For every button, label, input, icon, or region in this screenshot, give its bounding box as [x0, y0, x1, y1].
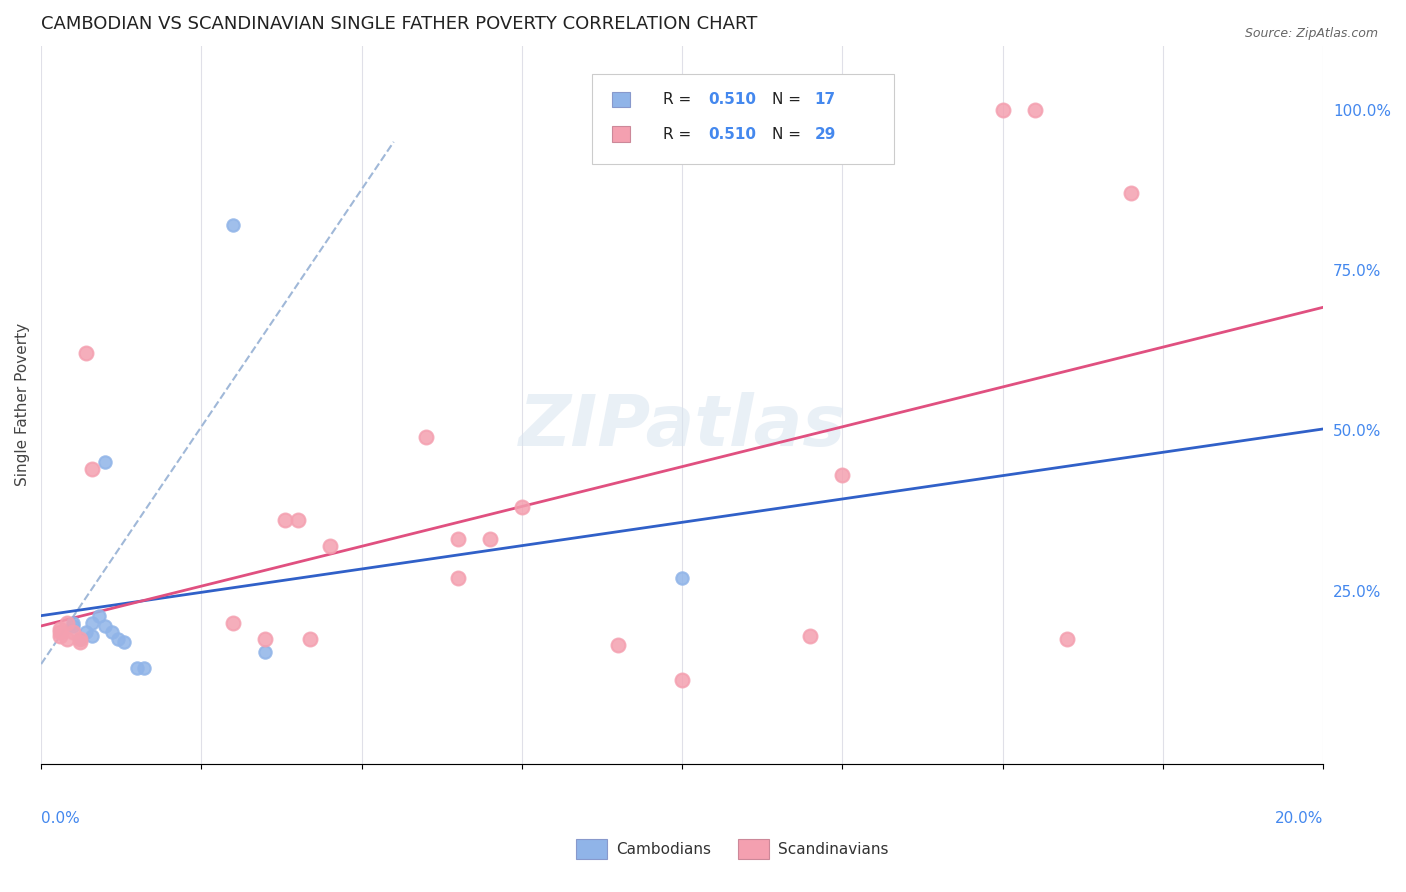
Point [510, 500, 533, 515]
Point [94, 619, 117, 633]
Text: 0.510: 0.510 [707, 127, 756, 142]
Point [447, 533, 470, 547]
Point [127, 660, 149, 674]
Point [55, 615, 77, 630]
Text: 0.0%: 0.0% [41, 811, 80, 825]
FancyBboxPatch shape [612, 92, 630, 107]
Point [82, 629, 104, 643]
Bar [576, 839, 607, 859]
Point [447, 571, 470, 585]
Bar [738, 839, 769, 859]
Text: Cambodians: Cambodians [616, 842, 711, 856]
Point [82, 615, 104, 630]
Point [114, 635, 136, 649]
Y-axis label: Single Father Poverty: Single Father Poverty [15, 323, 30, 486]
Point [1119, 186, 1142, 201]
Point [100, 625, 122, 640]
Text: N =: N = [772, 127, 806, 142]
Point [1056, 632, 1078, 646]
Point [107, 632, 129, 646]
Point [415, 430, 437, 444]
Point [318, 539, 340, 553]
Point [69, 632, 91, 646]
Point [222, 218, 245, 232]
Point [87, 609, 110, 624]
Text: Scandinavians: Scandinavians [778, 842, 889, 856]
FancyBboxPatch shape [612, 126, 630, 142]
Point [132, 660, 155, 674]
Point [607, 638, 630, 652]
FancyBboxPatch shape [592, 74, 894, 164]
Point [75, 625, 97, 640]
Point [1024, 103, 1046, 117]
Point [62, 615, 84, 630]
Point [274, 513, 297, 527]
Point [69, 632, 91, 646]
Text: N =: N = [772, 92, 806, 107]
Point [69, 635, 91, 649]
Point [287, 513, 309, 527]
Text: 17: 17 [814, 92, 835, 107]
Point [94, 455, 117, 469]
Point [254, 632, 277, 646]
Point [478, 533, 501, 547]
Text: 20.0%: 20.0% [1275, 811, 1323, 825]
Point [55, 632, 77, 646]
Point [49, 629, 72, 643]
Point [62, 619, 84, 633]
Point [991, 103, 1014, 117]
Point [831, 468, 853, 483]
Point [671, 673, 693, 688]
Point [82, 462, 104, 476]
Point [799, 629, 821, 643]
Point [75, 346, 97, 360]
Point [222, 615, 245, 630]
Point [299, 632, 322, 646]
Text: 0.510: 0.510 [707, 92, 756, 107]
Point [254, 645, 277, 659]
Text: ZIPatlas: ZIPatlas [519, 392, 846, 461]
Text: Source: ZipAtlas.com: Source: ZipAtlas.com [1244, 27, 1378, 40]
Point [62, 625, 84, 640]
Text: R =: R = [664, 92, 696, 107]
Point [49, 625, 72, 640]
Text: 29: 29 [814, 127, 835, 142]
Point [671, 571, 693, 585]
Point [49, 622, 72, 636]
Text: CAMBODIAN VS SCANDINAVIAN SINGLE FATHER POVERTY CORRELATION CHART: CAMBODIAN VS SCANDINAVIAN SINGLE FATHER … [41, 15, 758, 33]
Text: R =: R = [664, 127, 696, 142]
